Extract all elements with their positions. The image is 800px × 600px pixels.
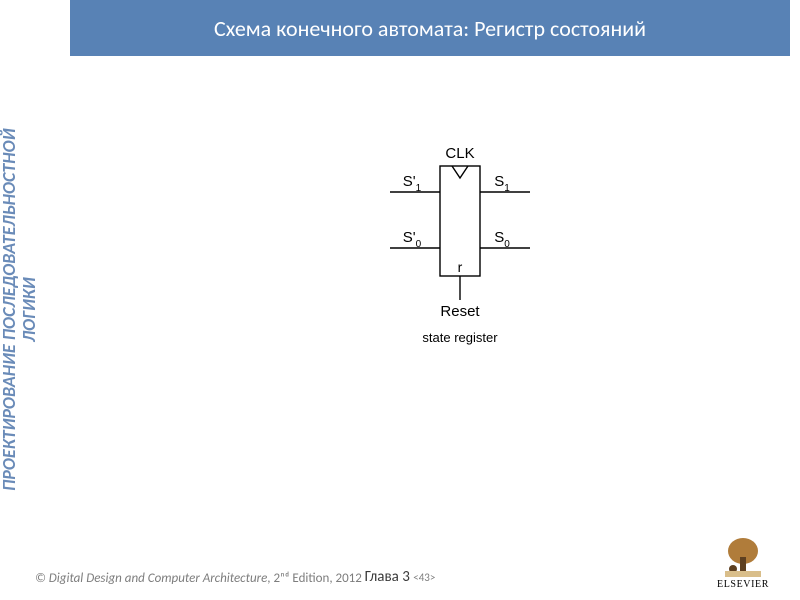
chapter-label: Глава 3 — [365, 568, 414, 586]
r-label: r — [458, 259, 463, 275]
slide-title-bar: Схема конечного автомата: Регистр состоя… — [70, 0, 790, 56]
port-s-prime-0: S'0 — [403, 229, 422, 250]
clk-label: CLK — [445, 145, 474, 162]
footer-chapter: Глава 3 <43> — [0, 567, 800, 586]
sidebar-line2: ЛОГИКИ — [18, 277, 40, 342]
state-register-diagram: CLK S'1 S'0 S1 S0 r Reset state register — [350, 130, 570, 350]
elsevier-tree-icon — [719, 535, 767, 579]
port-s1: S1 — [494, 173, 510, 194]
diagram-caption: state register — [350, 330, 570, 345]
chapter-sidebar-text: ПРОЕКТИРОВАНИЕ ПОСЛЕДОВАТЕЛЬНОСТНОЙ ЛОГИ… — [0, 30, 40, 590]
publisher-logo: ELSEVIER — [708, 535, 778, 590]
slide-title-text: Схема конечного автомата: Регистр состоя… — [214, 15, 646, 42]
reset-label: Reset — [440, 303, 480, 320]
page-tag: <43> — [413, 571, 435, 584]
port-s0: S0 — [494, 229, 510, 250]
publisher-name: ELSEVIER — [708, 579, 778, 590]
port-s-prime-1: S'1 — [403, 173, 422, 194]
